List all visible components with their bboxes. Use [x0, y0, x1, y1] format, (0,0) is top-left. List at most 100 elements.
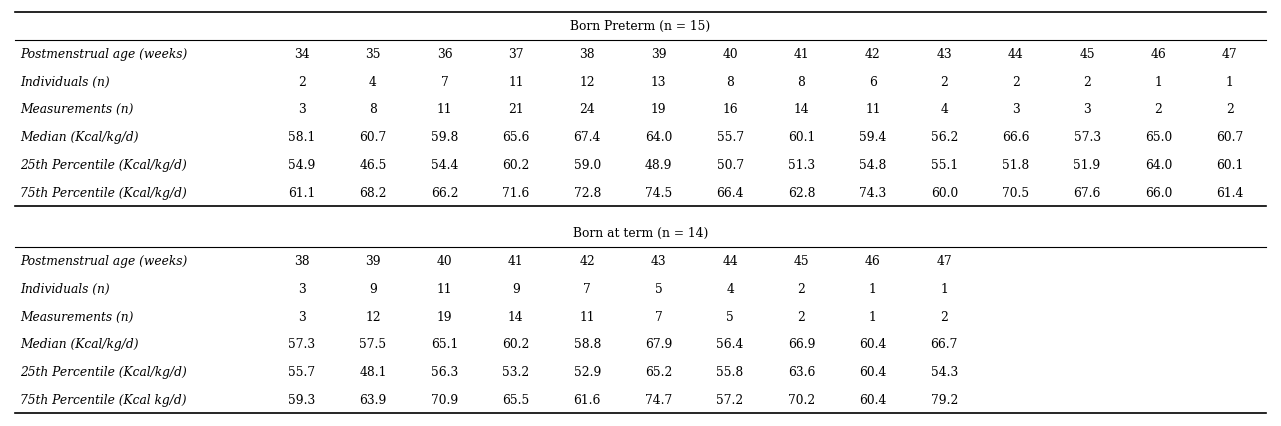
Text: 66.9: 66.9 [788, 337, 815, 351]
Text: 2: 2 [1012, 75, 1020, 89]
Text: 70.9: 70.9 [430, 393, 459, 406]
Text: 4: 4 [726, 282, 734, 295]
Text: 60.0: 60.0 [931, 186, 958, 199]
Text: 63.6: 63.6 [788, 365, 815, 378]
Text: 16: 16 [722, 103, 738, 116]
Text: 6: 6 [869, 75, 876, 89]
Text: 57.2: 57.2 [716, 393, 744, 406]
Text: 74.5: 74.5 [646, 186, 673, 199]
Text: Median (Kcal/kg/d): Median (Kcal/kg/d) [20, 131, 140, 144]
Text: 70.5: 70.5 [1002, 186, 1029, 199]
Text: 7: 7 [441, 75, 448, 89]
Text: Individuals (n): Individuals (n) [20, 75, 110, 89]
Text: 2: 2 [1226, 103, 1234, 116]
Text: 65.5: 65.5 [502, 393, 529, 406]
Text: 48.9: 48.9 [644, 158, 673, 172]
Text: 71.6: 71.6 [502, 186, 529, 199]
Text: 2: 2 [297, 75, 306, 89]
Text: 56.2: 56.2 [930, 131, 958, 144]
Text: 60.2: 60.2 [502, 158, 529, 172]
Text: 3: 3 [297, 282, 305, 295]
Text: 11: 11 [437, 282, 452, 295]
Text: 5: 5 [726, 310, 734, 323]
Text: 3: 3 [1084, 103, 1091, 116]
Text: 67.4: 67.4 [574, 131, 601, 144]
Text: 59.8: 59.8 [430, 131, 459, 144]
Text: 11: 11 [437, 103, 452, 116]
Text: Individuals (n): Individuals (n) [20, 282, 110, 295]
Text: 25th Percentile (Kcal/kg/d): 25th Percentile (Kcal/kg/d) [20, 158, 187, 172]
Text: Born Preterm (n = 15): Born Preterm (n = 15) [570, 20, 711, 33]
Text: 8: 8 [798, 75, 806, 89]
Text: 2: 2 [1084, 75, 1091, 89]
Text: 47: 47 [936, 254, 952, 268]
Text: 12: 12 [579, 75, 596, 89]
Text: 74.7: 74.7 [646, 393, 673, 406]
Text: 3: 3 [297, 310, 305, 323]
Text: 14: 14 [509, 310, 524, 323]
Text: 8: 8 [369, 103, 377, 116]
Text: 60.4: 60.4 [860, 365, 886, 378]
Text: 60.4: 60.4 [860, 337, 886, 351]
Text: 44: 44 [722, 254, 738, 268]
Text: Measurements (n): Measurements (n) [20, 103, 135, 116]
Text: 68.2: 68.2 [359, 186, 387, 199]
Text: 4: 4 [369, 75, 377, 89]
Text: Born at term (n = 14): Born at term (n = 14) [573, 227, 708, 240]
Text: 57.5: 57.5 [360, 337, 387, 351]
Text: 72.8: 72.8 [574, 186, 601, 199]
Text: 44: 44 [1008, 48, 1024, 61]
Text: 75th Percentile (Kcal kg/d): 75th Percentile (Kcal kg/d) [20, 393, 187, 406]
Text: 46: 46 [1150, 48, 1167, 61]
Text: 2: 2 [798, 310, 806, 323]
Text: 61.4: 61.4 [1216, 186, 1244, 199]
Text: 25th Percentile (Kcal/kg/d): 25th Percentile (Kcal/kg/d) [20, 365, 187, 378]
Text: 58.8: 58.8 [574, 337, 601, 351]
Text: 60.1: 60.1 [788, 131, 815, 144]
Text: 54.3: 54.3 [931, 365, 958, 378]
Text: 41: 41 [794, 48, 810, 61]
Text: 60.7: 60.7 [1216, 131, 1244, 144]
Text: 3: 3 [1012, 103, 1020, 116]
Text: 7: 7 [583, 282, 591, 295]
Text: 66.7: 66.7 [930, 337, 958, 351]
Text: 47: 47 [1222, 48, 1237, 61]
Text: 43: 43 [936, 48, 952, 61]
Text: 62.8: 62.8 [788, 186, 815, 199]
Text: 59.4: 59.4 [860, 131, 886, 144]
Text: 59.0: 59.0 [574, 158, 601, 172]
Text: Postmenstrual age (weeks): Postmenstrual age (weeks) [20, 254, 188, 268]
Text: 50.7: 50.7 [716, 158, 744, 172]
Text: 11: 11 [865, 103, 880, 116]
Text: 63.9: 63.9 [360, 393, 387, 406]
Text: 45: 45 [1080, 48, 1095, 61]
Text: 74.3: 74.3 [860, 186, 886, 199]
Text: 60.1: 60.1 [1216, 158, 1244, 172]
Text: 2: 2 [798, 282, 806, 295]
Text: 11: 11 [579, 310, 594, 323]
Text: 42: 42 [865, 48, 881, 61]
Text: 61.1: 61.1 [288, 186, 315, 199]
Text: 53.2: 53.2 [502, 365, 529, 378]
Text: 64.0: 64.0 [1145, 158, 1172, 172]
Text: 60.7: 60.7 [360, 131, 387, 144]
Text: 2: 2 [940, 310, 948, 323]
Text: 12: 12 [365, 310, 380, 323]
Text: 66.6: 66.6 [1002, 131, 1030, 144]
Text: 7: 7 [655, 310, 662, 323]
Text: 19: 19 [651, 103, 666, 116]
Text: 40: 40 [437, 254, 452, 268]
Text: 66.0: 66.0 [1145, 186, 1172, 199]
Text: 42: 42 [579, 254, 596, 268]
Text: 58.1: 58.1 [288, 131, 315, 144]
Text: 75th Percentile (Kcal/kg/d): 75th Percentile (Kcal/kg/d) [20, 186, 187, 199]
Text: 36: 36 [437, 48, 452, 61]
Text: 56.4: 56.4 [716, 337, 744, 351]
Text: 54.8: 54.8 [860, 158, 886, 172]
Text: 51.8: 51.8 [1002, 158, 1030, 172]
Text: 4: 4 [940, 103, 948, 116]
Text: Median (Kcal/kg/d): Median (Kcal/kg/d) [20, 337, 140, 351]
Text: 55.8: 55.8 [716, 365, 744, 378]
Text: Postmenstrual age (weeks): Postmenstrual age (weeks) [20, 48, 188, 61]
Text: 45: 45 [794, 254, 810, 268]
